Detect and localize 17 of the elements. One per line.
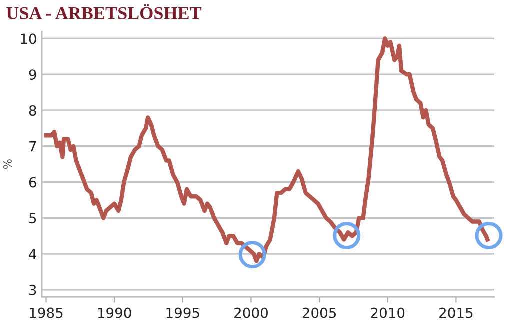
y-tick-label: 9 bbox=[29, 70, 36, 80]
x-tick-label: 2005 bbox=[302, 308, 336, 318]
x-tick-label: 1985 bbox=[30, 308, 63, 318]
y-tick-label: 7 bbox=[30, 142, 36, 152]
x-tick-label: 2000 bbox=[234, 308, 268, 318]
y-axis-title: % bbox=[4, 160, 12, 170]
x-tick-label: 2015 bbox=[440, 308, 473, 318]
y-tick-label: 10 bbox=[21, 34, 36, 44]
x-tick-label: 1990 bbox=[98, 308, 132, 318]
x-tick-label: 1995 bbox=[166, 308, 200, 318]
y-tick-label: 4 bbox=[29, 249, 37, 260]
y-tick-label: 5 bbox=[30, 213, 36, 224]
y-tick-label: 3 bbox=[30, 284, 36, 296]
x-tick-label: 2010 bbox=[371, 308, 405, 318]
y-tick-label: 6 bbox=[29, 177, 36, 188]
chart-title: USA - ARBETSLÖSHET bbox=[6, 4, 202, 20]
y-tick-label: 8 bbox=[29, 105, 36, 116]
